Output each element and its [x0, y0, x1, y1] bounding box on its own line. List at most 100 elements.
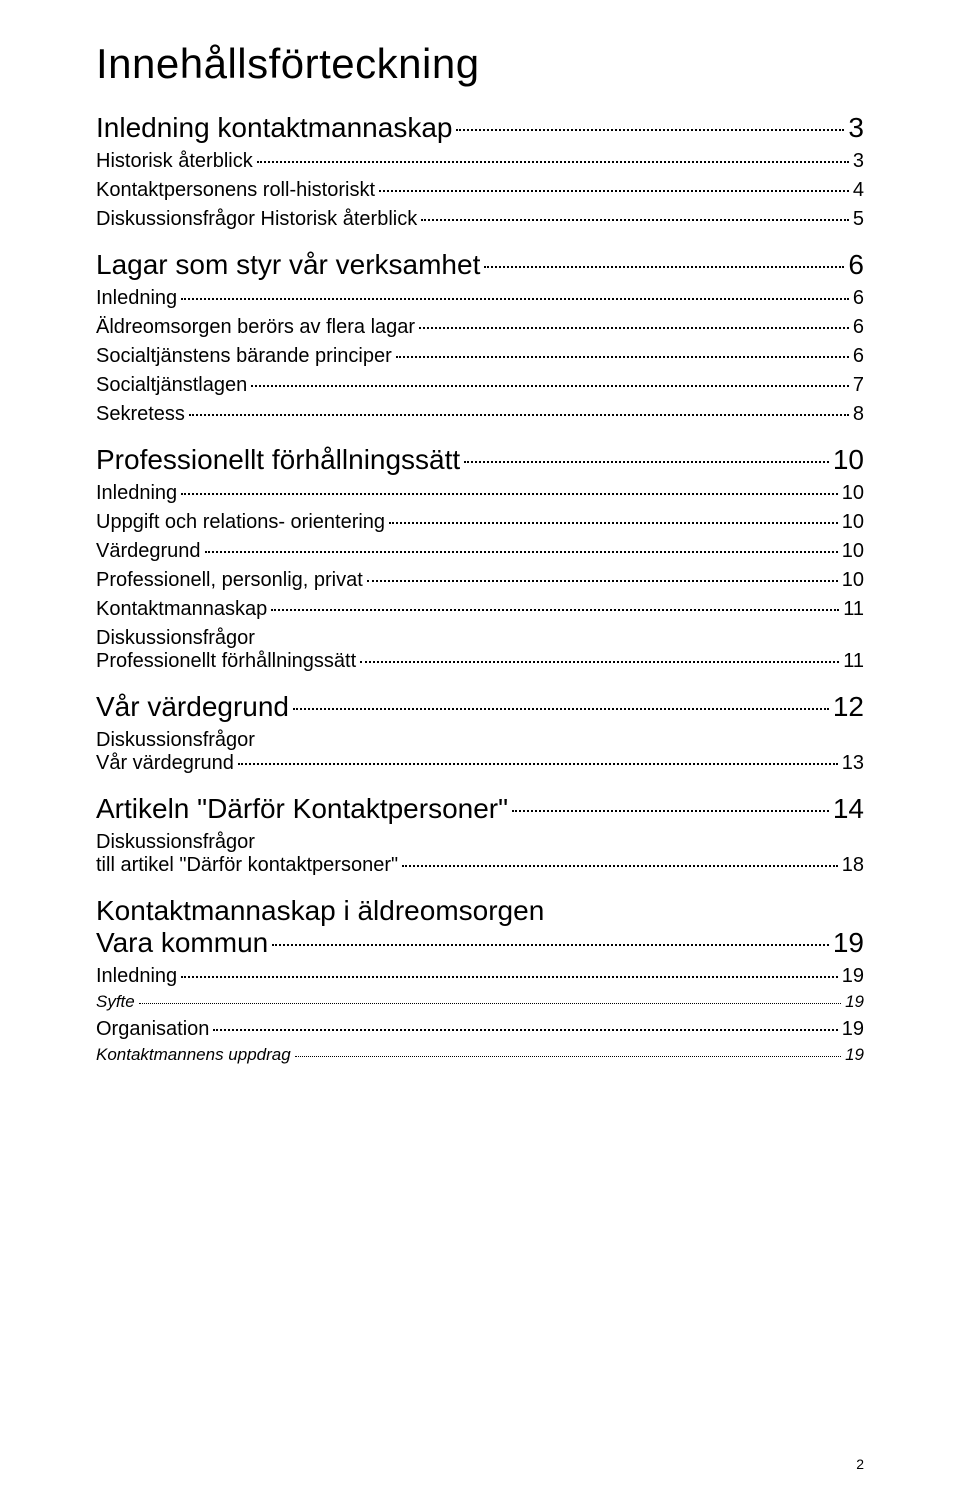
toc-entry-page: 10	[842, 511, 864, 534]
toc-entry: Inledning 19	[96, 965, 864, 988]
toc-entry-label: Professionellt förhållningssätt	[96, 444, 460, 476]
toc-entry-label: Uppgift och relations- orientering	[96, 511, 385, 534]
toc-leader-dots	[396, 356, 849, 358]
toc-entry-label: Artikeln "Därför Kontaktpersoner"	[96, 793, 508, 825]
toc-entry-label: Diskussionsfrågor Historisk återblick	[96, 208, 417, 231]
toc-leader-dots	[389, 522, 838, 524]
toc-entry-page: 7	[853, 374, 864, 397]
toc-leader-dots	[213, 1029, 837, 1031]
toc-entry-label: Inledning	[96, 482, 177, 505]
toc-entry: Professionell, personlig, privat 10	[96, 569, 864, 592]
toc-entry: Artikeln "Därför Kontaktpersoner" 14	[96, 793, 864, 825]
toc-entry: Kontaktmannens uppdrag 19	[96, 1045, 864, 1065]
toc-entry-page: 6	[848, 249, 864, 281]
toc-entry: Inledning kontaktmannaskap 3	[96, 112, 864, 144]
toc-entry-page: 19	[845, 992, 864, 1012]
toc-entry-line1: Diskussionsfrågor	[96, 831, 864, 854]
toc-leader-dots	[295, 1056, 841, 1057]
toc-entry-page: 3	[853, 150, 864, 173]
toc-entry-label: Professionell, personlig, privat	[96, 569, 363, 592]
toc-entry-page: 18	[842, 854, 864, 877]
page-number-footer: 2	[856, 1456, 864, 1472]
toc-entry-page: 10	[842, 540, 864, 563]
toc-entry-label: Socialtjänstens bärande principer	[96, 345, 392, 368]
toc-entry-label: Kontaktmannaskap i äldreomsorgen	[96, 895, 544, 926]
toc-entry-label: Syfte	[96, 992, 135, 1012]
toc-entry: Historisk återblick3	[96, 150, 864, 173]
toc-entry: Vår värdegrund13	[96, 752, 864, 775]
toc-leader-dots	[189, 414, 849, 416]
toc-leader-dots	[257, 161, 849, 163]
toc-entry-page: 5	[853, 208, 864, 231]
toc-entry-line1: Kontaktmannaskap i äldreomsorgen	[96, 895, 864, 927]
toc-entry-page: 10	[842, 482, 864, 505]
toc-entry-label: Kontaktpersonens roll-historiskt	[96, 179, 375, 202]
toc-entry-label: Inledning	[96, 287, 177, 310]
toc-entry-page: 19	[833, 927, 864, 959]
toc-entry-page: 19	[842, 965, 864, 988]
toc-leader-dots	[484, 266, 844, 268]
toc-entry-label: Lagar som styr vår verksamhet	[96, 249, 480, 281]
toc-entry: Inledning 10	[96, 482, 864, 505]
toc-leader-dots	[512, 810, 829, 812]
toc-entry-label: Diskussionsfrågor	[96, 627, 255, 649]
toc-entry-label: Inledning	[96, 965, 177, 988]
toc-entry: Organisation 19	[96, 1018, 864, 1041]
toc-entry-page: 19	[845, 1045, 864, 1065]
toc-leader-dots	[181, 298, 849, 300]
toc-entry: Vara kommun 19	[96, 927, 864, 959]
toc-entry: Diskussionsfrågor Historisk återblick 5	[96, 208, 864, 231]
toc-leader-dots	[421, 219, 849, 221]
toc-entry-label: Inledning kontaktmannaskap	[96, 112, 452, 144]
toc-entry-label: Värdegrund	[96, 540, 201, 563]
toc-leader-dots	[419, 327, 849, 329]
toc-entry: Uppgift och relations- orientering 10	[96, 511, 864, 534]
toc-entry-page: 10	[833, 444, 864, 476]
toc-entry-page: 14	[833, 793, 864, 825]
toc-entry-label: Vår värdegrund	[96, 691, 289, 723]
toc-leader-dots	[205, 551, 838, 553]
toc-entry-page: 13	[842, 752, 864, 775]
toc-entry: Inledning 6	[96, 287, 864, 310]
toc-entry: Lagar som styr vår verksamhet 6	[96, 249, 864, 281]
toc-entry-label: Vara kommun	[96, 927, 268, 959]
toc-entry-page: 11	[843, 650, 864, 673]
toc-entry-page: 6	[853, 287, 864, 310]
toc-leader-dots	[360, 661, 839, 663]
toc-entry-label: Sekretess	[96, 403, 185, 426]
toc-entry-page: 19	[842, 1018, 864, 1041]
document-page: Innehållsförteckning Inledning kontaktma…	[0, 0, 960, 1496]
toc-entry-label: Diskussionsfrågor	[96, 831, 255, 853]
toc-leader-dots	[271, 609, 839, 611]
toc-leader-dots	[456, 129, 844, 131]
toc-leader-dots	[251, 385, 849, 387]
toc-leader-dots	[139, 1003, 841, 1004]
toc-entry: Professionellt förhållningssätt11	[96, 650, 864, 673]
toc-leader-dots	[379, 190, 849, 192]
toc-entry-label: Diskussionsfrågor	[96, 729, 255, 751]
toc-entry: Äldreomsorgen berörs av flera lagar6	[96, 316, 864, 339]
toc-entry-page: 12	[833, 691, 864, 723]
toc-entry: Värdegrund 10	[96, 540, 864, 563]
toc-entry-label: Socialtjänstlagen	[96, 374, 247, 397]
toc-entry-page: 8	[853, 403, 864, 426]
toc-entry-page: 6	[853, 345, 864, 368]
toc-leader-dots	[293, 708, 829, 710]
toc-entry-page: 11	[843, 598, 864, 621]
toc-leader-dots	[367, 580, 838, 582]
toc-entry-label: Kontaktmannens uppdrag	[96, 1045, 291, 1065]
toc-entry-label: till artikel "Därför kontaktpersoner"	[96, 854, 398, 877]
toc-entry-page: 10	[842, 569, 864, 592]
toc-title: Innehållsförteckning	[96, 40, 864, 88]
toc-entry-label: Organisation	[96, 1018, 209, 1041]
toc-leader-dots	[272, 944, 829, 946]
toc-entry: Vår värdegrund 12	[96, 691, 864, 723]
toc-leader-dots	[181, 493, 838, 495]
toc-leader-dots	[464, 461, 829, 463]
toc-entry-page: 3	[848, 112, 864, 144]
toc-entry-label: Äldreomsorgen berörs av flera lagar	[96, 316, 415, 339]
toc-entry-label: Kontaktmannaskap	[96, 598, 267, 621]
toc-entry-line1: Diskussionsfrågor	[96, 627, 864, 650]
toc-entry: Kontaktmannaskap 11	[96, 598, 864, 621]
toc-leader-dots	[238, 763, 838, 765]
